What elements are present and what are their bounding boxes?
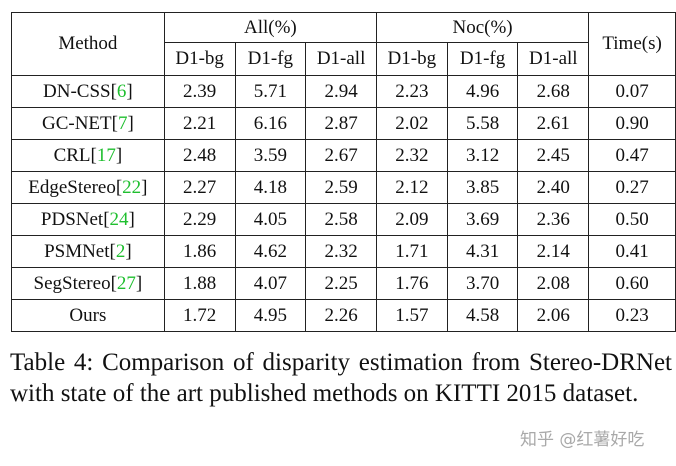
- citation-link[interactable]: 27: [116, 272, 136, 294]
- citation-link[interactable]: 17: [96, 144, 116, 166]
- value-cell: 3.85: [446, 171, 519, 204]
- watermark-text: 知乎 @红薯好吃: [520, 430, 645, 450]
- value-cell: 2.25: [305, 267, 377, 300]
- value-cell: 5.58: [446, 107, 519, 140]
- value-cell: 2.48: [163, 139, 236, 172]
- header-time: Time(s): [588, 12, 676, 76]
- value-cell: 2.14: [517, 235, 590, 268]
- value-cell: 1.72: [163, 299, 236, 332]
- value-cell: 2.06: [517, 299, 590, 332]
- method-name: PSMNet: [44, 240, 110, 262]
- value-cell: 1.71: [375, 235, 448, 268]
- method-cell: PSMNet[2]: [11, 235, 165, 268]
- header-all: All(%): [163, 12, 377, 43]
- results-table: Method All(%) Noc(%) Time(s) D1-bg D1-fg…: [11, 12, 676, 332]
- time-cell: 0.07: [588, 75, 676, 108]
- table-row: SegStereo[27] 1.88 4.07 2.25 1.76 3.70 2…: [11, 267, 676, 300]
- value-cell: 4.05: [234, 203, 307, 236]
- value-cell: 4.95: [234, 299, 307, 332]
- time-cell: 0.27: [588, 171, 676, 204]
- time-cell: 0.90: [588, 107, 676, 140]
- method-cell: Ours: [11, 299, 165, 332]
- subheader-d1-all: D1-all: [517, 42, 590, 76]
- value-cell: 4.96: [446, 75, 519, 108]
- value-cell: 2.09: [375, 203, 448, 236]
- value-cell: 4.62: [234, 235, 307, 268]
- table-row: PSMNet[2] 1.86 4.62 2.32 1.71 4.31 2.14 …: [11, 235, 676, 268]
- value-cell: 2.45: [517, 139, 590, 172]
- citation-link[interactable]: 6: [116, 80, 127, 102]
- value-cell: 3.70: [446, 267, 519, 300]
- citation-link[interactable]: 7: [117, 112, 128, 134]
- value-cell: 1.86: [163, 235, 236, 268]
- value-cell: 2.02: [375, 107, 448, 140]
- value-cell: 2.39: [163, 75, 236, 108]
- value-cell: 1.88: [163, 267, 236, 300]
- time-cell: 0.60: [588, 267, 676, 300]
- value-cell: 4.18: [234, 171, 307, 204]
- value-cell: 4.31: [446, 235, 519, 268]
- header-noc: Noc(%): [375, 12, 590, 43]
- value-cell: 1.76: [375, 267, 448, 300]
- value-cell: 2.23: [375, 75, 448, 108]
- subheader-d1-all: D1-all: [305, 42, 377, 76]
- method-cell: PDSNet[24]: [11, 203, 165, 236]
- value-cell: 3.69: [446, 203, 519, 236]
- value-cell: 2.59: [305, 171, 377, 204]
- value-cell: 2.87: [305, 107, 377, 140]
- value-cell: 3.12: [446, 139, 519, 172]
- method-cell: CRL[17]: [11, 139, 165, 172]
- value-cell: 2.68: [517, 75, 590, 108]
- value-cell: 2.36: [517, 203, 590, 236]
- method-name: SegStereo: [33, 272, 111, 294]
- time-cell: 0.47: [588, 139, 676, 172]
- time-cell: 0.50: [588, 203, 676, 236]
- value-cell: 2.26: [305, 299, 377, 332]
- value-cell: 2.94: [305, 75, 377, 108]
- table-caption: Table 4: Comparison of disparity estimat…: [10, 349, 672, 407]
- method-cell: SegStereo[27]: [11, 267, 165, 300]
- method-name: CRL: [53, 144, 91, 166]
- citation-link[interactable]: 24: [109, 208, 129, 230]
- value-cell: 2.08: [517, 267, 590, 300]
- subheader-d1-fg: D1-fg: [446, 42, 519, 76]
- value-cell: 2.32: [305, 235, 377, 268]
- value-cell: 2.58: [305, 203, 377, 236]
- value-cell: 4.58: [446, 299, 519, 332]
- citation-link[interactable]: 2: [115, 240, 126, 262]
- time-cell: 0.23: [588, 299, 676, 332]
- header-method: Method: [11, 12, 165, 76]
- value-cell: 2.67: [305, 139, 377, 172]
- method-name: DN-CSS: [43, 80, 111, 102]
- value-cell: 2.29: [163, 203, 236, 236]
- table-row: PDSNet[24] 2.29 4.05 2.58 2.09 3.69 2.36…: [11, 203, 676, 236]
- table-row: DN-CSS[6] 2.39 5.71 2.94 2.23 4.96 2.68 …: [11, 75, 676, 108]
- method-name: PDSNet: [40, 208, 104, 230]
- subheader-d1-bg: D1-bg: [375, 42, 448, 76]
- subheader-d1-bg: D1-bg: [163, 42, 236, 76]
- value-cell: 3.59: [234, 139, 307, 172]
- value-cell: 2.12: [375, 171, 448, 204]
- table-row: GC-NET[7] 2.21 6.16 2.87 2.02 5.58 2.61 …: [11, 107, 676, 140]
- citation-link[interactable]: 22: [122, 176, 142, 198]
- method-cell: EdgeStereo[22]: [11, 171, 165, 204]
- value-cell: 2.21: [163, 107, 236, 140]
- value-cell: 2.32: [375, 139, 448, 172]
- value-cell: 4.07: [234, 267, 307, 300]
- table-row: EdgeStereo[22] 2.27 4.18 2.59 2.12 3.85 …: [11, 171, 676, 204]
- value-cell: 6.16: [234, 107, 307, 140]
- value-cell: 2.27: [163, 171, 236, 204]
- method-cell: GC-NET[7]: [11, 107, 165, 140]
- method-name: EdgeStereo: [28, 176, 116, 198]
- subheader-d1-fg: D1-fg: [234, 42, 307, 76]
- value-cell: 2.61: [517, 107, 590, 140]
- value-cell: 2.40: [517, 171, 590, 204]
- table-row: Ours 1.72 4.95 2.26 1.57 4.58 2.06 0.23: [11, 299, 676, 332]
- method-name: GC-NET: [41, 112, 112, 134]
- value-cell: 5.71: [234, 75, 307, 108]
- method-cell: DN-CSS[6]: [11, 75, 165, 108]
- value-cell: 1.57: [375, 299, 448, 332]
- time-cell: 0.41: [588, 235, 676, 268]
- table-row: CRL[17] 2.48 3.59 2.67 2.32 3.12 2.45 0.…: [11, 139, 676, 172]
